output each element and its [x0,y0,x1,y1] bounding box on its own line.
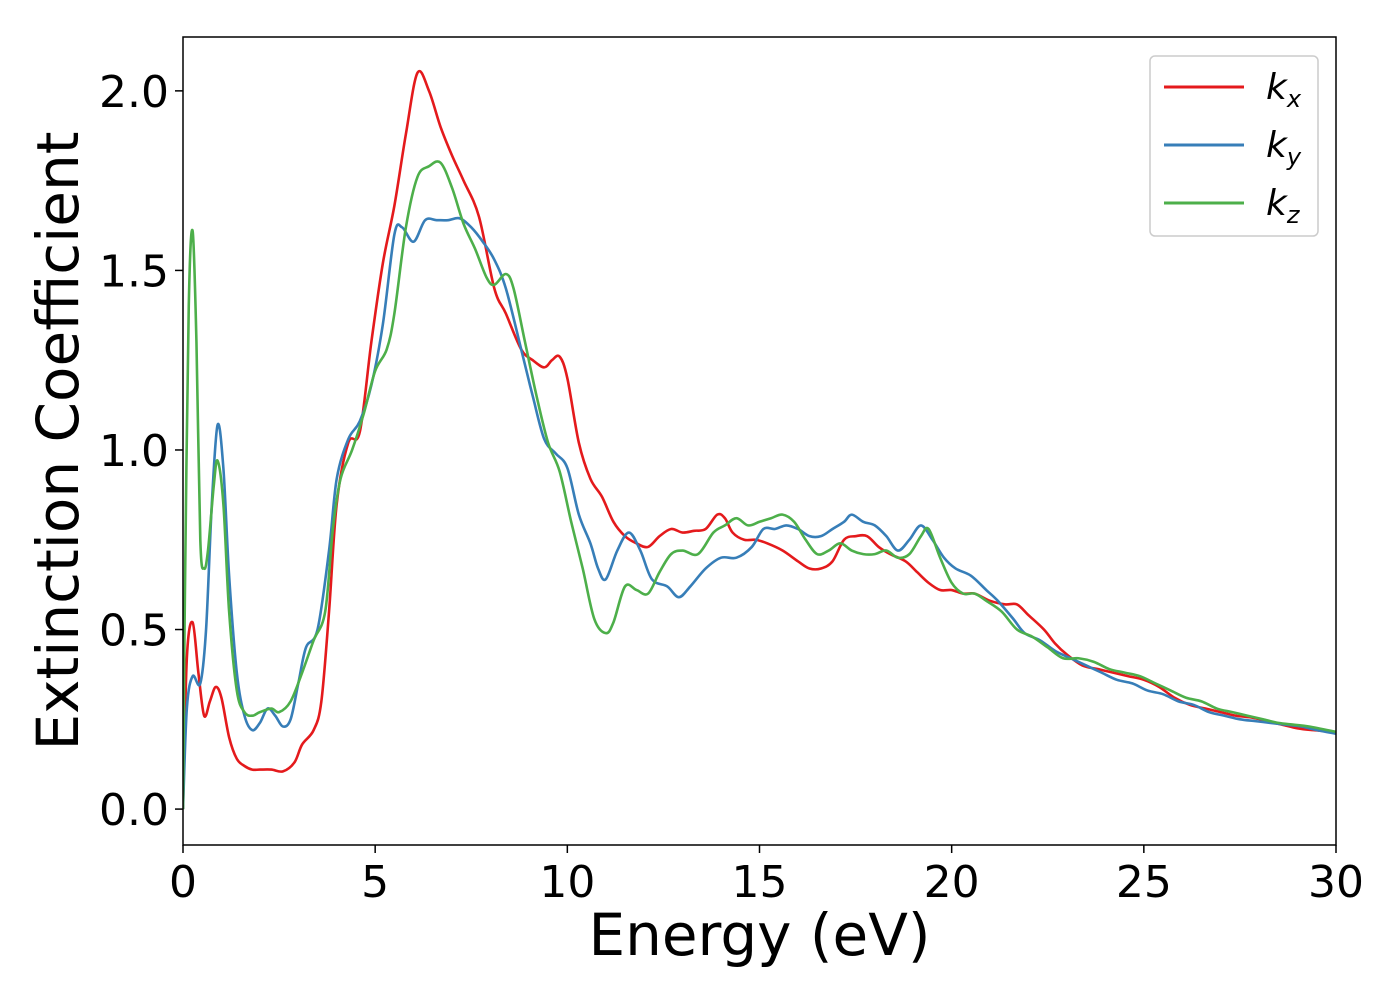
x-axis-ticks: 0 5 10 15 20 25 30 [169,845,1364,908]
y-axis-title: Extinction Coefficient [24,132,92,751]
x-tick-label: 15 [732,857,788,908]
y-tick-label: 0.5 [99,606,169,657]
y-tick-label: 0.0 [99,785,169,836]
series-line-kz [183,160,1336,810]
x-tick-label: 30 [1308,857,1364,908]
plot-lines [183,69,1336,810]
x-tick-label: 20 [924,857,980,908]
y-tick-label: 1.0 [99,426,169,477]
x-tick-label: 5 [361,857,389,908]
series-line-ky [183,216,1336,810]
y-tick-label: 1.5 [99,246,169,297]
x-tick-label: 25 [1116,857,1172,908]
y-axis-ticks: 0.0 0.5 1.0 1.5 2.0 [99,67,183,836]
x-axis-title: Energy (eV) [588,901,930,969]
x-tick-label: 10 [539,857,595,908]
y-tick-label: 2.0 [99,67,169,118]
x-tick-label: 0 [169,857,197,908]
